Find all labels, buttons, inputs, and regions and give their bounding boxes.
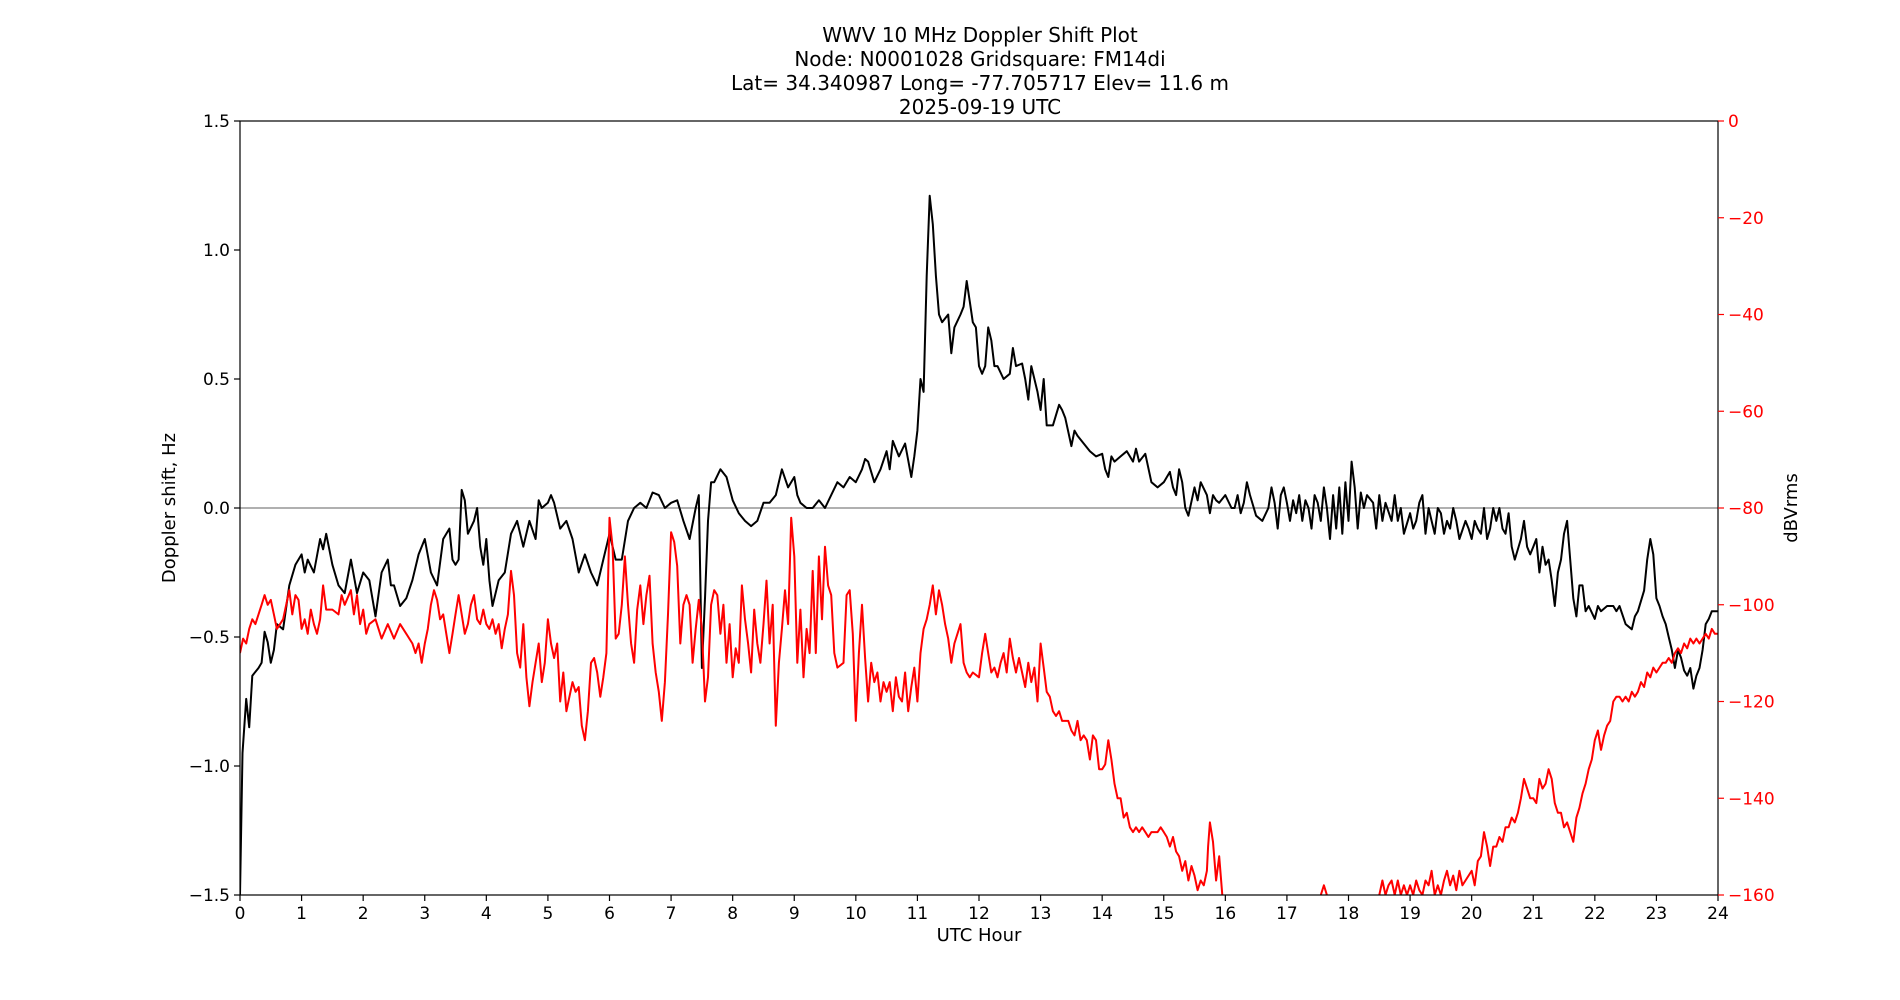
x-tick-label: 18 — [1338, 904, 1360, 924]
x-tick-label: 11 — [907, 904, 929, 924]
y-left-tick-label: 0.5 — [203, 370, 230, 390]
chart-title: WWV 10 MHz Doppler Shift Plot Node: N000… — [731, 23, 1229, 119]
chart-title-line-1: WWV 10 MHz Doppler Shift Plot — [822, 23, 1138, 47]
y-left-tick-label: −1.0 — [189, 757, 230, 777]
y-left-tick-label: 0.0 — [203, 499, 230, 519]
x-tick-label: 24 — [1707, 904, 1729, 924]
y-right-tick-label: −100 — [1728, 596, 1775, 616]
x-axis-label: UTC Hour — [937, 925, 1022, 946]
x-tick-label: 13 — [1030, 904, 1052, 924]
x-tick-label: 19 — [1399, 904, 1421, 924]
y-right-tick-label: −140 — [1728, 789, 1775, 809]
doppler-series-line — [240, 194, 1718, 895]
y-right-tick-label: −60 — [1728, 402, 1764, 422]
y-left-tick-label: 1.5 — [203, 112, 230, 132]
x-tick-label: 2 — [358, 904, 369, 924]
x-tick-label: 4 — [481, 904, 492, 924]
y-right-tick-label: −160 — [1728, 886, 1775, 906]
y-right-tick-label: 0 — [1728, 112, 1739, 132]
chart-title-line-4: 2025-09-19 UTC — [899, 95, 1061, 119]
x-tick-label: 14 — [1091, 904, 1113, 924]
x-tick-label: 5 — [543, 904, 554, 924]
x-tick-label: 8 — [727, 904, 738, 924]
y-right-tick-label: −20 — [1728, 209, 1764, 229]
x-tick-label: 6 — [604, 904, 615, 924]
x-tick-label: 9 — [789, 904, 800, 924]
power-series-line-3 — [1378, 627, 1718, 895]
power-series-line-1 — [240, 516, 1224, 895]
x-tick-label: 23 — [1646, 904, 1668, 924]
y-left-tick-label: 1.0 — [203, 241, 230, 261]
x-tick-label: 7 — [666, 904, 677, 924]
power-series-line-2 — [1319, 884, 1328, 895]
x-tick-label: 17 — [1276, 904, 1298, 924]
y-right-tick-label: −80 — [1728, 499, 1764, 519]
x-tick-label: 10 — [845, 904, 867, 924]
series-layer — [240, 194, 1718, 895]
x-tick-label: 21 — [1522, 904, 1544, 924]
x-tick-label: 3 — [419, 904, 430, 924]
y-right-tick-label: −40 — [1728, 306, 1764, 326]
chart-title-line-2: Node: N0001028 Gridsquare: FM14di — [794, 47, 1165, 71]
x-axis: 0 1 2 3 4 5 6 7 8 9 10 11 12 13 14 15 16 17 18 19 20 21 22 23 24 — [235, 895, 1729, 924]
x-tick-label: 22 — [1584, 904, 1606, 924]
x-tick-label: 0 — [235, 904, 246, 924]
y-axis-left-label: Doppler shift, Hz — [159, 433, 180, 583]
y-left-tick-label: −0.5 — [189, 628, 230, 648]
y-axis-right: −160 −140 −120 −100 −80 −60 −40 −20 0 — [1718, 112, 1775, 906]
y-right-tick-label: −120 — [1728, 693, 1775, 713]
y-axis-right-label: dBVrms — [1781, 473, 1802, 543]
x-tick-label: 20 — [1461, 904, 1483, 924]
x-tick-label: 12 — [968, 904, 990, 924]
chart-title-line-3: Lat= 34.340987 Long= -77.705717 Elev= 11… — [731, 71, 1229, 95]
y-axis-left: −1.5 −1.0 −0.5 0.0 0.5 1.0 1.5 — [189, 112, 240, 906]
y-left-tick-label: −1.5 — [189, 886, 230, 906]
x-tick-label: 15 — [1153, 904, 1175, 924]
x-tick-label: 16 — [1215, 904, 1237, 924]
x-tick-label: 1 — [296, 904, 307, 924]
